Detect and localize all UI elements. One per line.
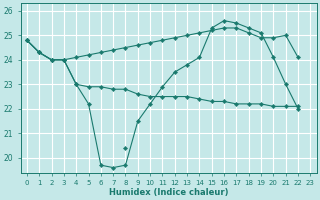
- X-axis label: Humidex (Indice chaleur): Humidex (Indice chaleur): [109, 188, 228, 197]
